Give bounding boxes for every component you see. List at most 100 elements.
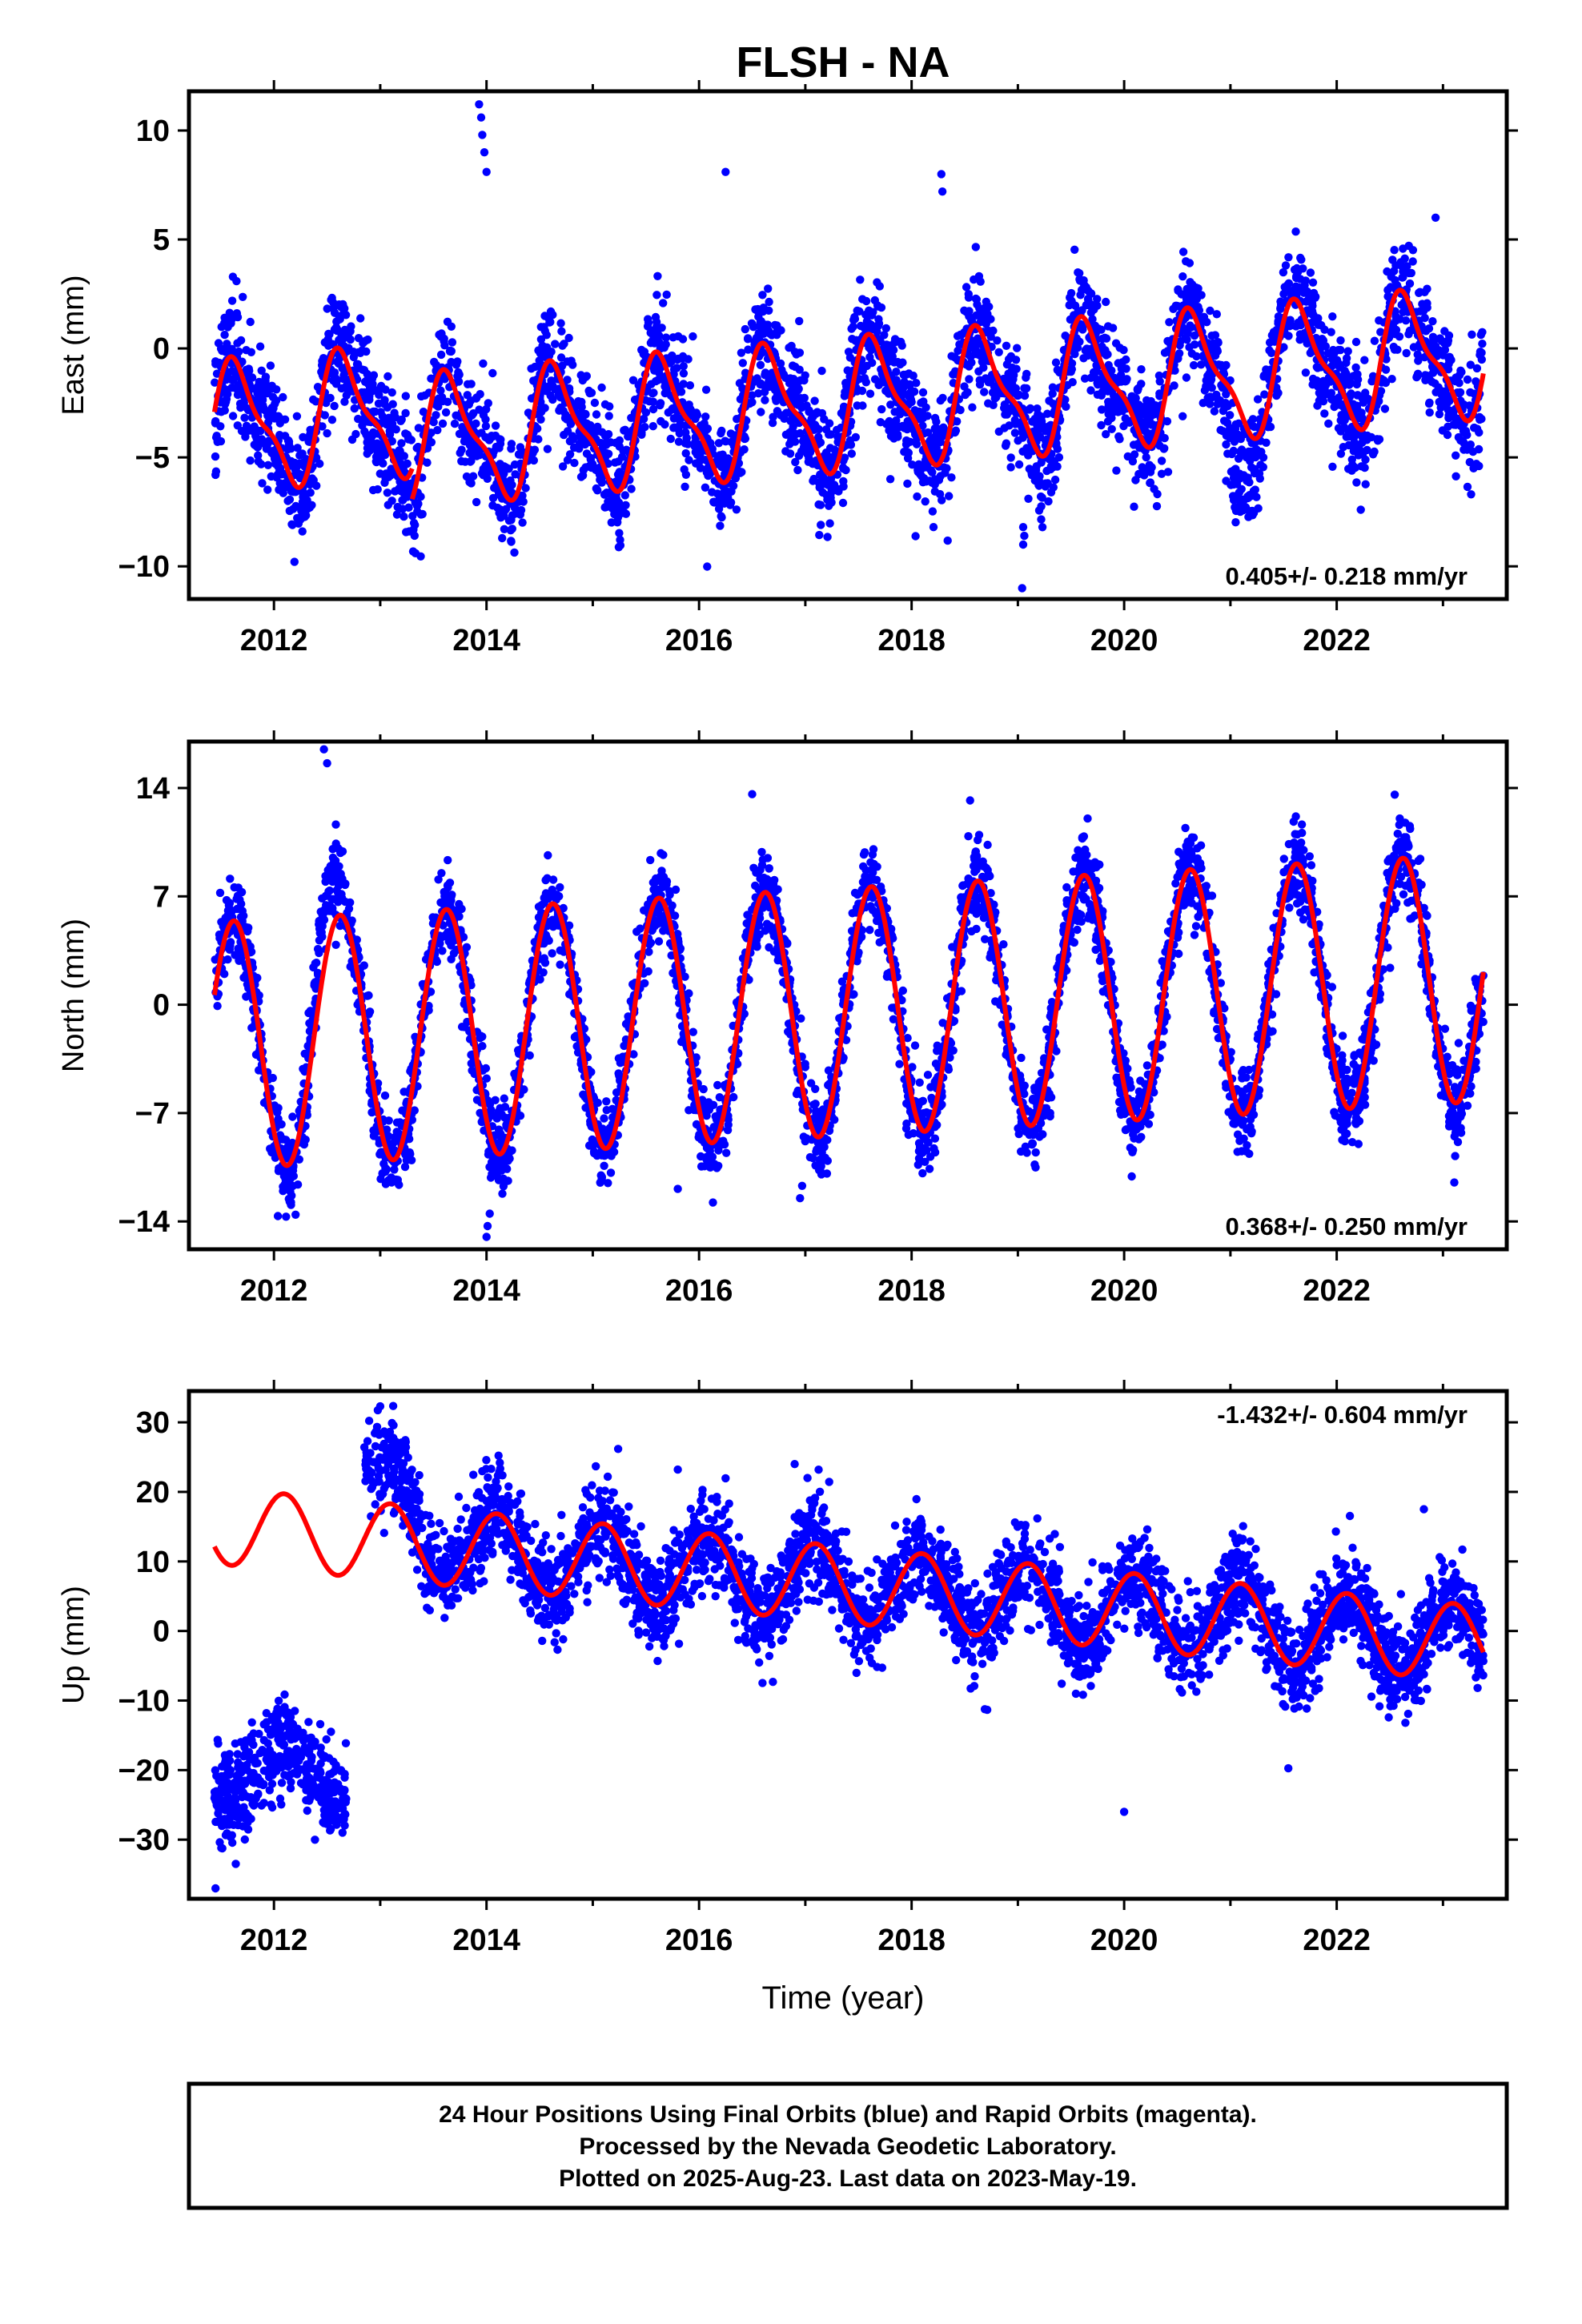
- east-data-point: [1284, 253, 1293, 262]
- east-data-point: [754, 330, 763, 339]
- east-data-point: [1165, 318, 1174, 327]
- east-data-point: [817, 366, 826, 376]
- east-data-point: [714, 439, 724, 448]
- east-outlier-point: [1018, 540, 1028, 549]
- east-data-point: [1292, 263, 1302, 273]
- east-data-point: [1466, 388, 1475, 397]
- east-data-point: [938, 496, 946, 505]
- east-data-point: [669, 333, 677, 342]
- east-data-point: [339, 334, 347, 343]
- east-data-point: [484, 399, 492, 408]
- east-data-point: [620, 509, 629, 517]
- east-data-point: [559, 406, 568, 416]
- east-data-point: [866, 346, 876, 355]
- east-data-point: [768, 418, 777, 428]
- east-data-point: [305, 431, 315, 440]
- east-data-point: [408, 512, 417, 521]
- east-data-point: [1068, 378, 1077, 387]
- east-data-point: [1438, 426, 1447, 435]
- east-data-point: [1197, 360, 1206, 369]
- east-data-point: [455, 371, 464, 380]
- east-data-point: [392, 510, 402, 519]
- east-data-point: [845, 436, 855, 445]
- east-data-point: [506, 526, 516, 535]
- figure-title: FLSH - NA: [737, 38, 950, 86]
- east-data-point: [674, 437, 684, 446]
- east-data-point: [1142, 452, 1150, 462]
- east-data-point: [334, 359, 343, 368]
- east-data-point: [1353, 370, 1362, 379]
- east-data-point: [716, 498, 725, 507]
- east-data-point: [220, 330, 229, 340]
- east-data-point: [703, 424, 713, 433]
- east-data-point: [651, 376, 661, 386]
- east-data-point: [1363, 445, 1371, 455]
- east-data-point: [556, 319, 565, 328]
- east-data-point: [943, 536, 952, 545]
- east-data-point: [1313, 401, 1322, 410]
- east-data-point: [279, 489, 287, 497]
- east-data-point: [956, 330, 965, 340]
- east-data-point: [1301, 368, 1311, 377]
- east-data-point: [1425, 408, 1434, 417]
- east-data-point: [1137, 365, 1146, 374]
- east-data-point: [1034, 506, 1044, 515]
- east-data-point: [590, 398, 600, 408]
- east-data-point: [258, 479, 267, 488]
- east-data-point: [903, 448, 912, 456]
- east-data-point: [681, 482, 689, 491]
- east-data-point: [867, 320, 876, 330]
- east-data-point: [383, 416, 391, 426]
- east-data-point: [1247, 438, 1256, 448]
- east-data-point: [1387, 272, 1395, 281]
- east-data-point: [661, 340, 670, 349]
- east-data-point: [680, 465, 689, 474]
- east-data-point: [918, 388, 928, 397]
- east-data-point: [694, 440, 703, 448]
- east-outlier-point: [1018, 584, 1026, 593]
- east-data-point: [292, 412, 302, 420]
- east-data-point: [1045, 396, 1054, 405]
- east-data-point: [1316, 383, 1326, 392]
- east-data-point: [1022, 369, 1031, 379]
- east-data-point: [597, 478, 606, 487]
- east-data-point: [628, 376, 638, 384]
- east-data-point: [1390, 345, 1399, 354]
- east-data-point: [1351, 337, 1361, 347]
- east-data-point: [468, 411, 476, 420]
- east-data-point: [211, 378, 219, 387]
- east-data-point: [538, 344, 547, 352]
- east-data-point: [375, 385, 383, 394]
- east-data-point: [991, 387, 1000, 396]
- east-data-point: [1085, 301, 1094, 310]
- east-data-point: [373, 448, 382, 456]
- east-data-point: [1128, 456, 1138, 466]
- east-data-point: [399, 464, 408, 472]
- east-data-point: [380, 400, 389, 408]
- east-data-point: [600, 432, 610, 440]
- east-data-point: [644, 315, 652, 324]
- east-data-point: [1178, 272, 1187, 281]
- east-data-point: [263, 460, 273, 469]
- east-data-point: [839, 476, 848, 486]
- east-data-point: [1414, 356, 1423, 365]
- east-data-point: [464, 380, 472, 388]
- east-data-point: [246, 456, 255, 465]
- east-data-point: [801, 371, 809, 380]
- east-data-point: [1279, 267, 1288, 277]
- east-data-point: [1122, 375, 1131, 384]
- east-data-point: [578, 471, 588, 480]
- east-data-point: [1296, 320, 1306, 330]
- east-data-point: [656, 399, 665, 408]
- east-y-tick-label: 0: [153, 332, 170, 366]
- east-data-point: [1010, 428, 1020, 437]
- east-data-point: [870, 375, 880, 384]
- east-data-point: [921, 403, 930, 412]
- east-data-point: [679, 380, 688, 388]
- east-data-point: [729, 432, 738, 440]
- east-data-point: [1349, 433, 1358, 442]
- east-data-point: [1034, 480, 1043, 489]
- east-data-point: [679, 362, 688, 371]
- east-data-point: [793, 465, 802, 475]
- east-data-point: [1229, 496, 1239, 505]
